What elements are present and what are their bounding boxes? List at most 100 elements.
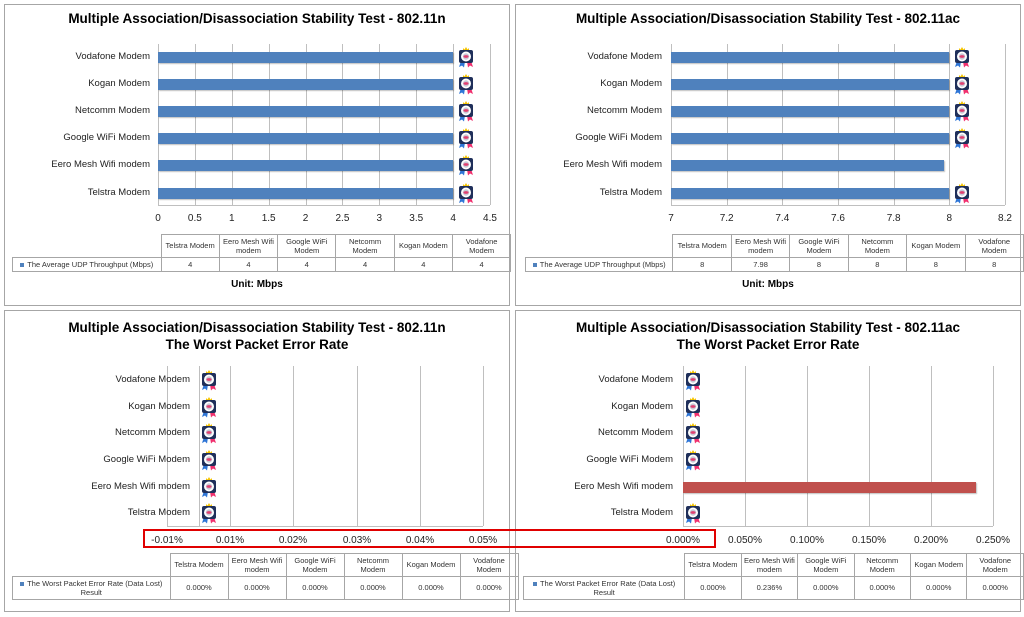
table-header: Google WiFi Modem — [797, 553, 855, 577]
bar — [158, 188, 454, 199]
category-label: Kogan Modem — [128, 401, 190, 412]
chart-title: Multiple Association/Disassociation Stab… — [575, 11, 961, 26]
legend-key-icon — [532, 262, 537, 267]
category-label: Vodafone Modem — [115, 374, 190, 385]
gridline — [199, 366, 200, 526]
table-cell: 0.000% — [966, 575, 1024, 600]
gridline — [357, 366, 358, 526]
bar — [671, 52, 950, 63]
category-label: Google WiFi Modem — [575, 132, 662, 143]
bar — [158, 52, 454, 63]
table-cell: 0.236% — [740, 575, 799, 600]
table-row: The Average UDP Throughput (Mbps) 8 7.98 8 8… — [524, 256, 1024, 272]
x-axis-line — [158, 205, 490, 206]
award-badge-icon — [200, 369, 218, 391]
x-tick-label: 0.01% — [215, 535, 245, 546]
award-badge-icon — [200, 476, 218, 498]
x-tick-label: 0.200% — [914, 535, 948, 546]
data-table: Telstra Modem Eero Mesh Wifi modem Google … — [522, 553, 1024, 600]
category-label: Kogan Modem — [88, 78, 150, 89]
table-header: Vodafone Modem — [459, 553, 519, 577]
bar — [671, 106, 950, 117]
category-label: Netcomm Modem — [587, 105, 662, 116]
x-tick-label: 0.050% — [728, 535, 762, 546]
category-label: Kogan Modem — [611, 401, 673, 412]
table-cell: 0.000% — [285, 575, 345, 600]
award-badge-icon — [953, 73, 971, 95]
x-tick-label: 4.5 — [483, 213, 497, 224]
x-tick-label: 7.4 — [775, 213, 790, 224]
table-cell: 8 — [906, 256, 966, 272]
award-badge-icon — [457, 100, 475, 122]
table-cell: 4 — [451, 256, 512, 272]
table-cell: 8 — [847, 256, 908, 272]
category-label: Kogan Modem — [600, 78, 662, 89]
gridline — [726, 44, 728, 205]
table-header-row: Telstra Modem Eero Mesh Wifi modem Google … — [526, 234, 1024, 258]
gridline — [782, 44, 784, 205]
x-tick-label: 7 — [668, 213, 674, 224]
award-badge-icon — [684, 502, 702, 524]
bar — [158, 133, 454, 144]
x-tick-label: 2.5 — [335, 213, 350, 224]
series-label-text: The Worst Packet Error Rate (Data Lost) … — [27, 578, 163, 597]
table-cell: 4 — [218, 256, 279, 272]
series-label-text: The Worst Packet Error Rate (Data Lost) … — [539, 578, 676, 597]
table-cell: 0.000% — [459, 575, 519, 600]
gridline — [745, 366, 746, 526]
x-tick-label: 0.000% — [666, 535, 700, 546]
data-table: Telstra Modem Eero Mesh Wifi modem Google … — [524, 234, 1024, 272]
gridline — [807, 366, 808, 526]
table-header: Vodafone Modem — [966, 553, 1024, 577]
category-label: Google WiFi Modem — [586, 454, 673, 465]
table-cell: 8 — [672, 256, 732, 272]
gridline — [683, 366, 684, 526]
gridline — [167, 366, 168, 526]
table-header-row: Telstra Modem Eero Mesh Wifi modem Google … — [524, 553, 1024, 577]
x-axis-line — [683, 526, 993, 527]
award-badge-icon — [457, 46, 475, 68]
x-tick-label: 0.05% — [468, 535, 498, 546]
series-label: The Worst Packet Error Rate (Data Lost) … — [12, 575, 171, 600]
highlight-box — [143, 529, 716, 548]
table-header: Kogan Modem — [393, 234, 453, 258]
category-label: Vodafone Modem — [587, 51, 662, 62]
table-header: Google WiFi Modem — [277, 234, 337, 258]
x-tick-label: 7.6 — [831, 213, 845, 224]
table-cell: 4 — [335, 256, 395, 272]
award-badge-icon — [200, 449, 218, 471]
x-tick-label: 8.2 — [998, 213, 1012, 224]
table-header: Vodafone Modem — [451, 234, 512, 258]
award-badge-icon — [953, 100, 971, 122]
table-cell: 0.000% — [910, 575, 968, 600]
bar — [158, 79, 454, 90]
table-header: Eero Mesh Wifi modem — [740, 553, 799, 577]
x-tick-label: 0 — [155, 213, 161, 224]
category-label: Telstra Modem — [127, 507, 190, 518]
gridline — [893, 44, 895, 205]
bar — [158, 106, 454, 117]
series-label: The Worst Packet Error Rate (Data Lost) … — [522, 575, 686, 600]
gridline — [949, 44, 951, 205]
series-label: The Average UDP Throughput (Mbps) — [524, 256, 674, 272]
legend-key-icon — [532, 581, 537, 586]
gridline — [379, 44, 381, 205]
chart-title: Multiple Association/Disassociation Stab… — [68, 11, 446, 26]
unit-label: Unit: Mbps — [742, 279, 794, 290]
chart-subtitle: The Worst Packet Error Rate — [165, 337, 349, 352]
table-cell: 4 — [393, 256, 453, 272]
table-header-row: Telstra Modem Eero Mesh Wifi modem Google … — [13, 553, 519, 577]
chart-title: Multiple Association/Disassociation Stab… — [68, 320, 446, 335]
category-label: Telstra Modem — [87, 187, 150, 198]
award-badge-icon — [684, 396, 702, 418]
bar — [158, 160, 454, 171]
category-label: Vodafone Modem — [598, 374, 673, 385]
x-tick-label: 3 — [376, 213, 383, 224]
table-header: Telstra Modem — [169, 553, 229, 577]
x-tick-label: 4 — [450, 213, 456, 224]
gridline — [293, 366, 294, 526]
series-label-text: The Average UDP Throughput (Mbps) — [27, 259, 154, 269]
award-badge-icon — [684, 369, 702, 391]
table-header: Telstra Modem — [684, 553, 742, 577]
